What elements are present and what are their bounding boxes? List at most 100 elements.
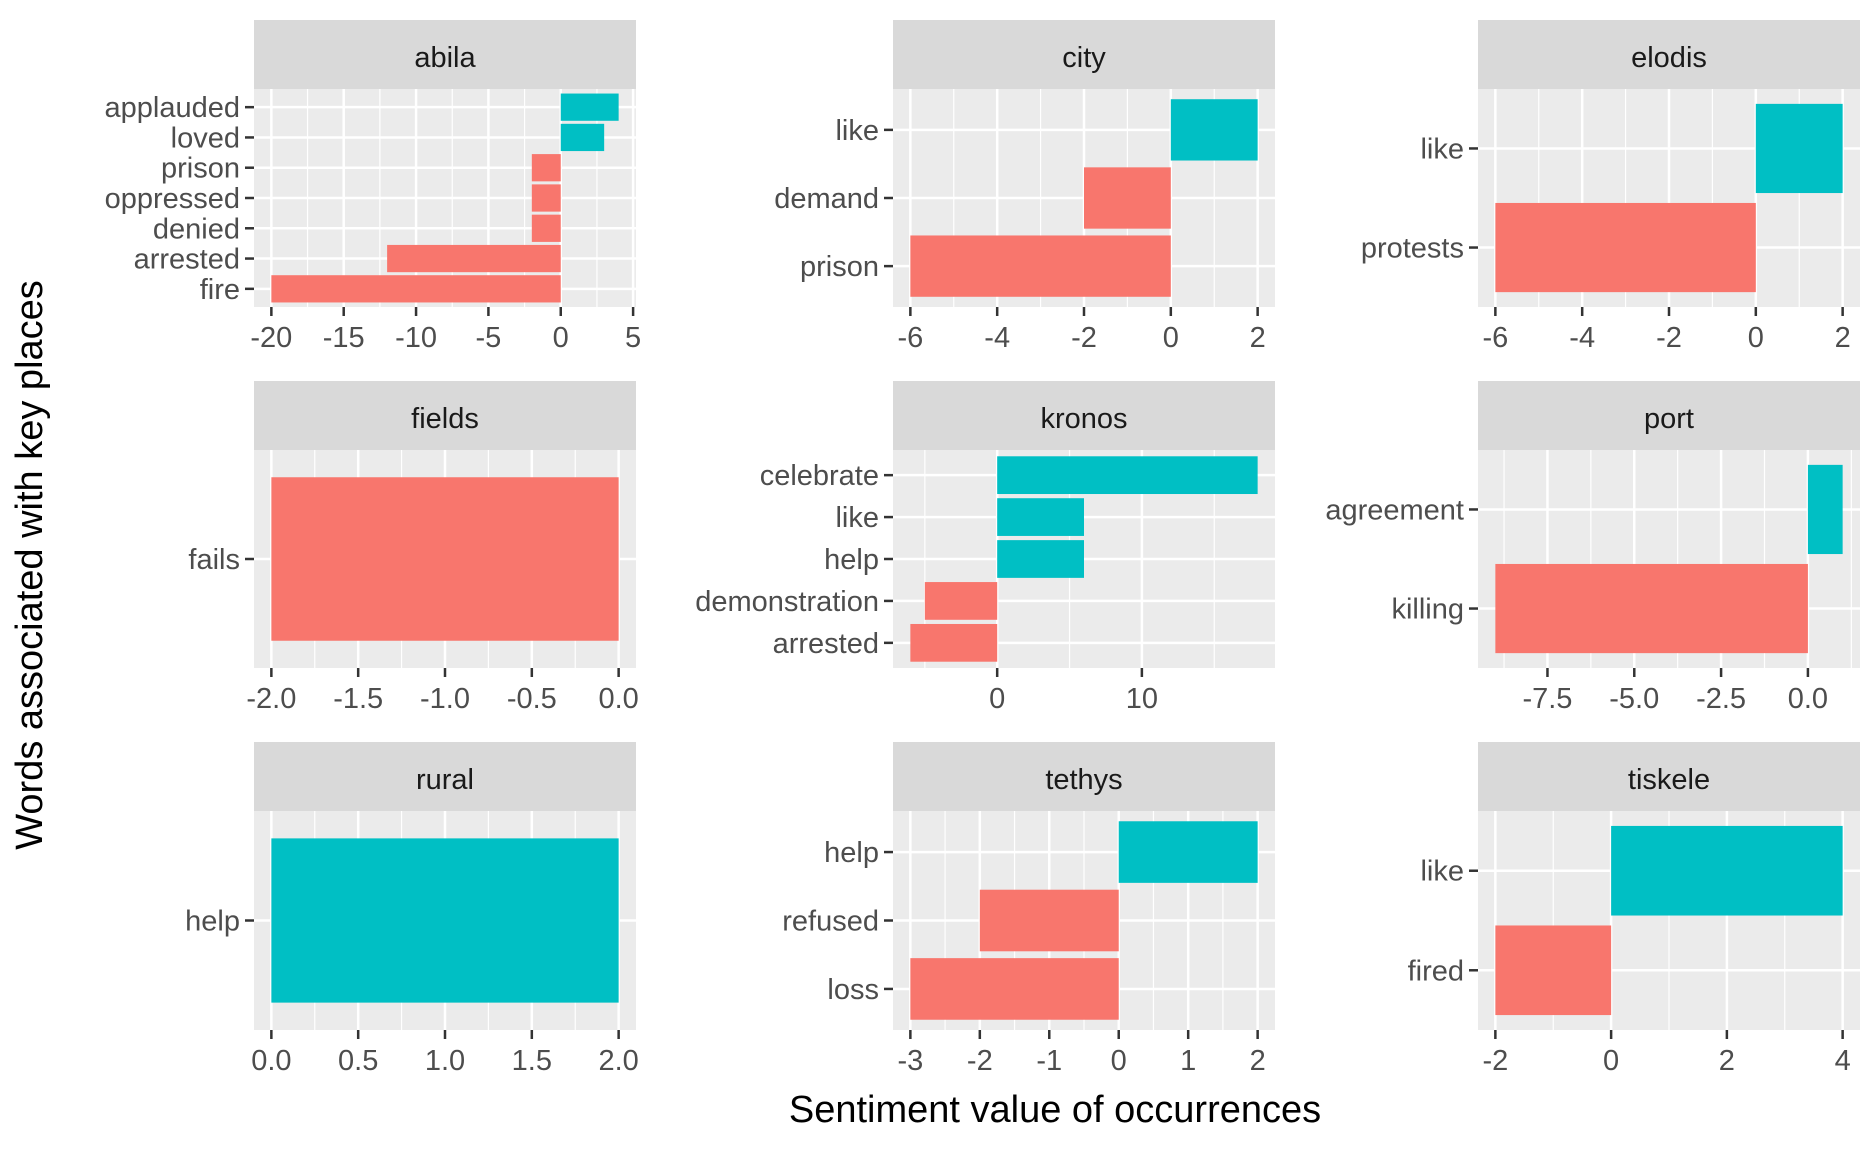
facet-strip: [254, 742, 636, 811]
facet-strip: [1478, 381, 1860, 450]
y-tick-label: help: [824, 544, 879, 576]
facet-strip: [893, 381, 1275, 450]
panel-port: port -7.5 -5.0 -2.5 0.0 agreement killing: [1325, 381, 1860, 715]
x-tick-label: 2: [1835, 322, 1851, 354]
x-tick-label: -5: [476, 322, 502, 354]
bar-agreement: [1807, 464, 1843, 555]
x-tick-label: 2.0: [598, 1045, 638, 1077]
bar-arrested: [387, 244, 561, 273]
bar-like: [1611, 825, 1843, 916]
bar-arrested: [910, 623, 998, 662]
y-tick-label: applauded: [105, 92, 240, 124]
y-tick-label: loved: [171, 122, 240, 154]
y-axis-title: Words associated with key places: [9, 280, 51, 850]
bar-protests: [1495, 202, 1756, 293]
bar-fire: [271, 275, 561, 303]
facet-strip: [1478, 742, 1860, 811]
y-tick-label: oppressed: [105, 183, 240, 215]
x-tick-label: -1.5: [333, 683, 383, 715]
facet-strip-label: tethys: [1045, 764, 1122, 796]
facet-strip-label: city: [1062, 42, 1106, 74]
x-tick-label: -5.0: [1609, 683, 1659, 715]
facet-strip-label: rural: [416, 764, 474, 796]
y-tick-label: refused: [782, 906, 879, 938]
y-tick-label: prison: [800, 251, 879, 283]
x-tick-label: 1.0: [425, 1045, 465, 1077]
facet-strip-label: port: [1644, 403, 1694, 435]
y-tick-label: like: [1420, 856, 1464, 888]
panel-fields: fields -2.0 -1.5 -1.0 -0.5 0.0 fails: [188, 381, 639, 715]
y-tick-label: protests: [1361, 233, 1464, 265]
panel-rural: rural 0.0 0.5 1.0 1.5 2.0 help: [185, 742, 639, 1077]
y-tick-label: like: [835, 502, 879, 534]
x-tick-label: 2: [1719, 1045, 1735, 1077]
panel-abila: abila -20 -15 -10 -5 0 5 applaudedlovedprisonop…: [105, 20, 641, 354]
y-tick-label: denied: [153, 213, 240, 245]
x-tick-label: 5: [625, 322, 641, 354]
panel-elodis: elodis -6 -4 -2 0 2 like protests: [1361, 20, 1860, 354]
y-tick-label: loss: [827, 974, 879, 1006]
x-tick-label: 0: [1603, 1045, 1619, 1077]
x-tick-label: -2: [1482, 1045, 1508, 1077]
facet-strip: [254, 381, 636, 450]
y-tick-label: arrested: [773, 628, 879, 660]
x-tick-label: -7.5: [1522, 683, 1572, 715]
x-tick-label: -10: [395, 322, 437, 354]
y-tick-label: prison: [161, 153, 240, 185]
y-tick-label: agreement: [1325, 494, 1464, 526]
bar-celebrate: [997, 456, 1258, 495]
facet-strip-label: abila: [414, 42, 476, 74]
x-tick-label: 4: [1835, 1045, 1851, 1077]
panel-tiskele: tiskele -2 0 2 4 like fired: [1408, 742, 1860, 1077]
y-tick-label: celebrate: [760, 460, 879, 492]
bar-oppressed: [531, 184, 561, 212]
x-tick-label: -1.0: [420, 683, 470, 715]
x-tick-label: 0: [553, 322, 569, 354]
x-tick-label: 0.5: [338, 1045, 378, 1077]
x-tick-label: -2: [1656, 322, 1682, 354]
y-tick-label: help: [824, 837, 879, 869]
bar-refused: [979, 889, 1119, 952]
x-tick-label: 2: [1250, 1045, 1266, 1077]
y-tick-label: demand: [774, 183, 879, 215]
x-tick-label: -3: [897, 1045, 923, 1077]
bar-help: [1118, 821, 1258, 883]
bar-applauded: [560, 93, 619, 121]
bar-loss: [910, 958, 1119, 1020]
bar-demand: [1084, 167, 1171, 229]
panel-kronos: kronos 0 10 celebrate like help demonstration a…: [695, 381, 1275, 715]
y-tick-label: like: [835, 115, 879, 147]
bar-prison: [910, 235, 1171, 297]
x-tick-label: 0: [989, 683, 1005, 715]
y-tick-label: arrested: [134, 244, 240, 276]
bar-like: [1170, 99, 1258, 161]
bar-fired: [1495, 925, 1612, 1016]
x-tick-label: -4: [1569, 322, 1595, 354]
facet-strip-label: tiskele: [1628, 764, 1710, 796]
bar-like: [1755, 103, 1843, 194]
x-tick-label: -1: [1036, 1045, 1062, 1077]
bar-like: [997, 498, 1084, 536]
panel-city: city -6 -4 -2 0 2 like demand prison: [774, 20, 1275, 354]
facet-strip: [1478, 20, 1860, 89]
x-tick-label: 1: [1180, 1045, 1196, 1077]
y-tick-label: fired: [1408, 955, 1464, 987]
panel-tethys: tethys -3 -2 -1 0 1 2 help refused loss: [782, 742, 1275, 1077]
bar-fails: [271, 477, 619, 641]
x-tick-label: 0: [1111, 1045, 1127, 1077]
bar-loved: [560, 123, 605, 152]
x-tick-label: 0: [1163, 322, 1179, 354]
x-tick-label: -15: [323, 322, 365, 354]
x-tick-label: 10: [1126, 683, 1158, 715]
facet-strip: [254, 20, 636, 89]
x-tick-label: 1.5: [512, 1045, 552, 1077]
bar-help: [997, 540, 1084, 578]
x-tick-label: -6: [1482, 322, 1508, 354]
bar-denied: [531, 214, 561, 242]
x-axis-title: Sentiment value of occurrences: [789, 1089, 1321, 1131]
x-tick-label: -2: [967, 1045, 993, 1077]
facet-strip-label: kronos: [1040, 403, 1127, 435]
y-tick-label: demonstration: [695, 586, 879, 618]
